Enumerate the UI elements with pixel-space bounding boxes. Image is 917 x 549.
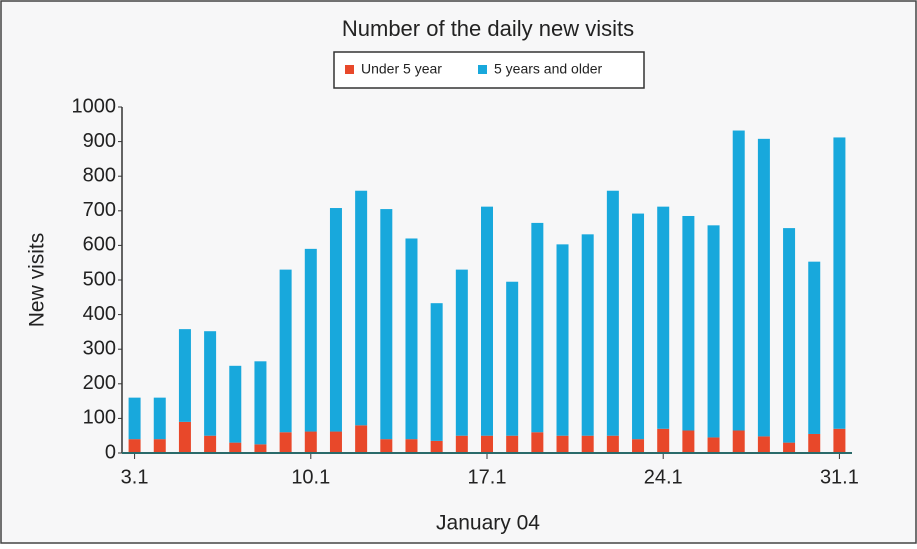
bar-segment [128,397,141,440]
bar-segment [430,440,443,453]
x-tick-label: 10.1 [291,466,330,488]
bar-segment [707,225,720,438]
y-tick-label: 500 [83,268,116,290]
bar-segment [682,215,695,431]
y-axis-label: New visits [26,233,49,328]
y-tick-label: 300 [83,337,116,359]
bar-segment [632,439,645,453]
bar-segment [329,208,342,432]
bar-segment [405,439,418,453]
bar-segment [455,269,468,436]
x-tick-label: 24.1 [644,466,683,488]
bar-segment [581,435,594,453]
bar-segment [506,281,519,436]
bar-segment [808,433,821,453]
y-tick-label: 800 [83,164,116,186]
bar-segment [329,431,342,453]
bar-segment [833,428,846,453]
chart-title: Number of the daily new visits [342,16,634,41]
bar-segment [757,138,770,437]
bar-segment [128,439,141,453]
bar-segment [405,238,418,440]
bar-segment [254,444,267,453]
legend [333,51,645,89]
bar-segment [783,442,796,453]
legend-swatch [345,65,354,74]
bar-segment [279,432,292,453]
y-tick-label: 0 [105,441,116,463]
bar-segment [757,436,770,453]
bar-segment [732,130,745,431]
bar-segment [153,397,166,440]
bar-segment [808,261,821,434]
bar-segment [682,430,695,453]
bar-segment [531,222,544,433]
bar-segment [229,365,242,443]
x-tick-label: 31.1 [820,466,859,488]
y-tick-label: 900 [83,130,116,152]
y-tick-label: 600 [83,234,116,256]
y-tick-label: 1000 [72,95,117,117]
bar-segment [481,206,493,436]
bar-segment [153,439,166,453]
legend-label: Under 5 year [361,61,442,77]
bar-segment [178,329,191,422]
bar-segment [657,206,670,429]
bar-segment [380,439,393,453]
bar-segment [204,435,217,453]
bar-segment [556,435,569,453]
bar-segment [506,435,519,453]
legend-swatch [478,65,487,74]
x-tick-label: 3.1 [121,466,149,488]
bar-segment [657,428,670,453]
x-tick-label: 17.1 [468,466,507,488]
y-tick-label: 400 [83,303,116,325]
y-tick-label: 700 [83,199,116,221]
bar-segment [430,303,443,441]
bar-segment [606,435,619,453]
bar-segment [304,248,317,432]
bar-segment [833,137,846,429]
bar-segment [229,442,242,453]
x-axis-label: January 04 [436,512,540,535]
bar-segment [783,228,796,443]
bar-segment [204,331,217,436]
bar-segment [304,431,317,453]
bar-segment [178,421,191,453]
bar-segment [732,430,745,453]
bar-segment [581,234,594,436]
bar-segment [455,435,468,453]
bar-segment [254,361,267,445]
bar-segment [556,244,569,436]
bar-segment [632,213,645,440]
legend-label: 5 years and older [494,61,603,77]
bar-segment [355,425,368,453]
bar-segment [606,190,619,436]
bar-segment [355,190,368,426]
bar-segment [380,209,393,440]
y-tick-label: 100 [83,407,116,429]
bar-segment [531,432,544,453]
y-tick-label: 200 [83,372,116,394]
bar-segment [707,437,720,453]
bar-segment [279,269,292,433]
bar-segment [481,435,493,453]
